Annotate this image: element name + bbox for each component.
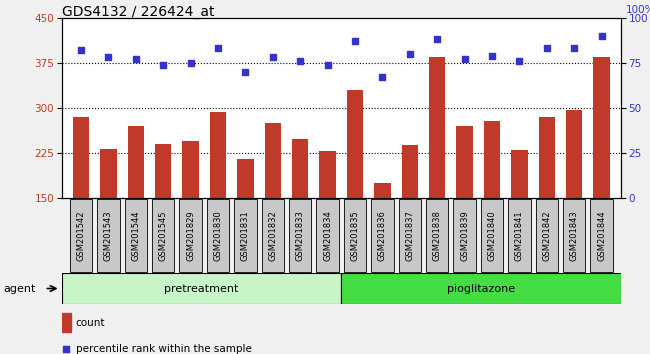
- Bar: [539, 117, 555, 289]
- FancyBboxPatch shape: [70, 199, 92, 272]
- FancyBboxPatch shape: [398, 199, 421, 272]
- Bar: [346, 90, 363, 289]
- Text: GSM201843: GSM201843: [569, 210, 578, 261]
- FancyBboxPatch shape: [563, 199, 586, 272]
- Bar: [566, 110, 582, 289]
- Point: [350, 38, 360, 44]
- FancyBboxPatch shape: [97, 199, 120, 272]
- Text: GSM201839: GSM201839: [460, 210, 469, 261]
- Bar: [127, 126, 144, 289]
- Text: GSM201841: GSM201841: [515, 210, 524, 261]
- FancyBboxPatch shape: [508, 199, 530, 272]
- Bar: [341, 273, 621, 304]
- Text: GSM201840: GSM201840: [488, 210, 497, 261]
- FancyBboxPatch shape: [590, 199, 613, 272]
- FancyBboxPatch shape: [536, 199, 558, 272]
- Bar: [73, 117, 89, 289]
- Point: [76, 47, 86, 53]
- Text: GSM201545: GSM201545: [159, 210, 168, 261]
- Text: GSM201833: GSM201833: [296, 210, 305, 261]
- Text: percentile rank within the sample: percentile rank within the sample: [75, 344, 252, 354]
- FancyBboxPatch shape: [344, 199, 366, 272]
- FancyBboxPatch shape: [289, 199, 311, 272]
- Point: [158, 62, 168, 68]
- Text: GSM201836: GSM201836: [378, 210, 387, 261]
- Bar: [511, 150, 528, 289]
- Text: GSM201832: GSM201832: [268, 210, 278, 261]
- Text: GSM201542: GSM201542: [77, 210, 85, 261]
- FancyBboxPatch shape: [125, 199, 147, 272]
- Text: GSM201834: GSM201834: [323, 210, 332, 261]
- Text: GSM201844: GSM201844: [597, 210, 606, 261]
- FancyBboxPatch shape: [179, 199, 202, 272]
- Bar: [292, 139, 308, 289]
- FancyBboxPatch shape: [426, 199, 448, 272]
- FancyBboxPatch shape: [152, 199, 174, 272]
- Bar: [62, 273, 341, 304]
- Bar: [155, 144, 172, 289]
- Bar: [402, 145, 418, 289]
- Text: pretreatment: pretreatment: [164, 284, 239, 293]
- Text: GSM201544: GSM201544: [131, 210, 140, 261]
- Bar: [429, 57, 445, 289]
- Point: [487, 53, 497, 58]
- Point: [213, 46, 223, 51]
- Point: [322, 62, 333, 68]
- Text: pioglitazone: pioglitazone: [447, 284, 515, 293]
- Bar: [182, 141, 199, 289]
- Text: GSM201835: GSM201835: [350, 210, 359, 261]
- Text: count: count: [75, 318, 105, 328]
- Bar: [484, 121, 501, 289]
- FancyBboxPatch shape: [234, 199, 257, 272]
- Bar: [210, 112, 226, 289]
- Text: agent: agent: [3, 284, 36, 293]
- Point: [460, 56, 470, 62]
- Bar: [100, 149, 116, 289]
- Text: GSM201829: GSM201829: [186, 210, 195, 261]
- Point: [61, 347, 72, 352]
- Point: [569, 46, 579, 51]
- Point: [596, 33, 606, 39]
- Text: GSM201831: GSM201831: [241, 210, 250, 261]
- Point: [377, 74, 387, 80]
- Text: GSM201838: GSM201838: [433, 210, 441, 261]
- FancyBboxPatch shape: [207, 199, 229, 272]
- Text: GSM201837: GSM201837: [405, 210, 414, 261]
- Text: GSM201830: GSM201830: [213, 210, 222, 261]
- Bar: [456, 126, 473, 289]
- Point: [185, 60, 196, 66]
- FancyBboxPatch shape: [481, 199, 503, 272]
- Point: [268, 55, 278, 60]
- Bar: [593, 57, 610, 289]
- FancyBboxPatch shape: [453, 199, 476, 272]
- Text: GSM201543: GSM201543: [104, 210, 113, 261]
- Bar: [319, 151, 336, 289]
- Bar: [62, 313, 71, 332]
- Bar: [237, 159, 254, 289]
- Point: [240, 69, 250, 75]
- FancyBboxPatch shape: [371, 199, 394, 272]
- Point: [404, 51, 415, 57]
- Text: 100%: 100%: [627, 5, 650, 15]
- Point: [295, 58, 306, 64]
- FancyBboxPatch shape: [261, 199, 284, 272]
- Point: [103, 55, 114, 60]
- Point: [514, 58, 525, 64]
- Bar: [374, 183, 391, 289]
- Text: GDS4132 / 226424_at: GDS4132 / 226424_at: [62, 5, 214, 19]
- Text: GSM201842: GSM201842: [542, 210, 551, 261]
- Point: [432, 36, 443, 42]
- Bar: [265, 123, 281, 289]
- FancyBboxPatch shape: [317, 199, 339, 272]
- Point: [541, 46, 552, 51]
- Point: [131, 56, 141, 62]
